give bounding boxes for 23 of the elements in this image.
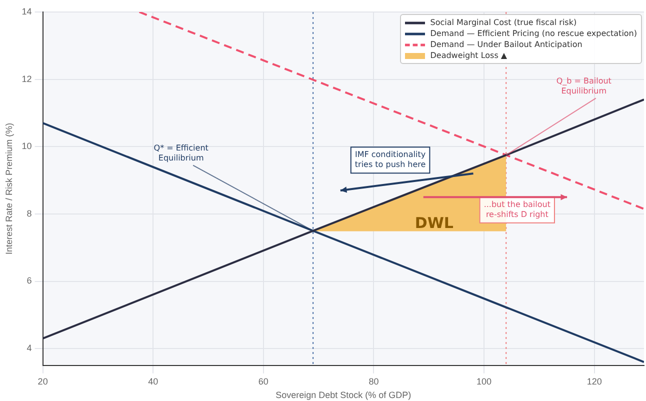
legend-label: Deadweight Loss ▲	[430, 50, 508, 61]
x-tick-label: 120	[586, 376, 602, 386]
x-tick-label: 20	[38, 376, 48, 386]
y-tick-label: 8	[26, 208, 32, 218]
y-tick-label: 10	[22, 141, 32, 152]
annotation: ...but the bailout re-shifts D right	[484, 200, 550, 219]
y-tick-label: 12	[22, 74, 32, 84]
y-axis-title: Interest Rate / Risk Premium (%)	[4, 122, 14, 254]
annotation: DWL	[414, 214, 454, 232]
annotation: Q* = Efficient Equilibrium	[154, 143, 208, 162]
x-axis-title: Sovereign Debt Stock (% of GDP)	[276, 390, 412, 400]
legend-label: Social Marginal Cost (true fiscal risk)	[430, 17, 577, 28]
annotation: IMF conditionality tries to push here	[354, 150, 426, 170]
y-tick-label: 14	[22, 6, 32, 16]
y-tick-label: 6	[26, 276, 32, 286]
x-tick-label: 100	[476, 376, 492, 386]
x-tick-label: 60	[258, 376, 268, 386]
legend-label: Demand — Efficient Pricing (no rescue expectation)	[430, 28, 637, 39]
x-tick-label: 40	[148, 376, 158, 386]
legend-label: Demand — Under Bailout Anticipation	[430, 39, 582, 50]
x-tick-label: 80	[368, 376, 379, 386]
y-tick-label: 4	[26, 343, 32, 354]
annotation: Q_b = Bailout Equilibrium	[556, 76, 612, 96]
